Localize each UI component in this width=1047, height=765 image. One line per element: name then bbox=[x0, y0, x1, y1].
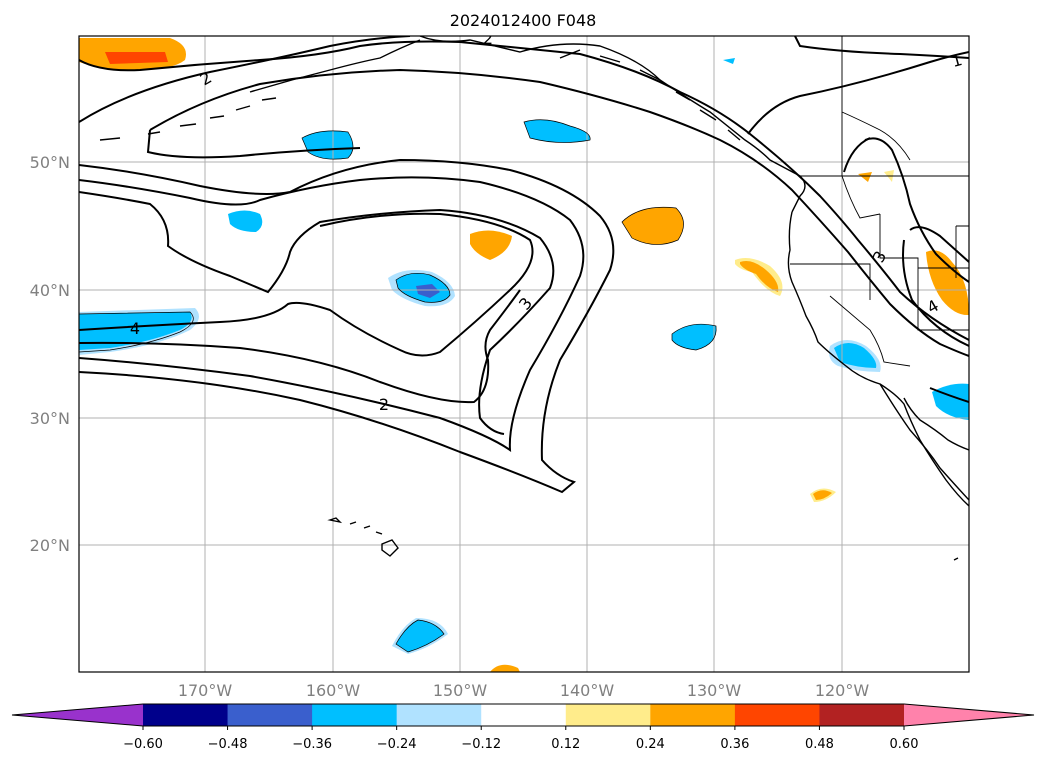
contour-label: 3 bbox=[515, 294, 536, 314]
negative-anomaly-core bbox=[79, 312, 192, 350]
negative-anomaly bbox=[524, 119, 591, 143]
negative-anomaly-strong bbox=[416, 284, 440, 298]
colorbar-tick-label: 0.12 bbox=[551, 737, 580, 752]
gridlines bbox=[79, 36, 969, 672]
coastlines bbox=[99, 36, 969, 561]
height-contours bbox=[79, 36, 969, 494]
contour-label: 2 bbox=[379, 395, 389, 414]
positive-anomaly bbox=[740, 261, 779, 292]
lon-label: 120°W bbox=[815, 681, 870, 700]
negative-anomaly bbox=[228, 210, 263, 232]
alaska-coast bbox=[419, 36, 806, 213]
colorbar-tick-label: −0.36 bbox=[292, 737, 332, 752]
lat-label: 50°N bbox=[30, 153, 70, 172]
colorbar-segment bbox=[734, 704, 820, 726]
colorbar-tick-label: 0.60 bbox=[890, 737, 919, 752]
colorbar-tick-label: −0.60 bbox=[123, 737, 163, 752]
lon-label: 160°W bbox=[306, 681, 361, 700]
colorbar-segment bbox=[565, 704, 651, 726]
anomaly-outlines bbox=[79, 119, 717, 653]
positive-anomaly-core bbox=[105, 52, 168, 64]
negative-anomaly bbox=[723, 58, 735, 64]
negative-anomaly bbox=[932, 383, 969, 420]
colorbar-segment bbox=[650, 704, 736, 726]
colorbar-tick-label: 0.48 bbox=[805, 737, 834, 752]
colorbar-segment bbox=[481, 704, 567, 726]
colorbar-segment bbox=[227, 704, 313, 726]
lon-label: 150°W bbox=[433, 681, 488, 700]
colorbar-tick-label: −0.24 bbox=[377, 737, 417, 752]
us-west-coast bbox=[787, 211, 969, 507]
positive-anomaly bbox=[470, 230, 512, 260]
political-borders bbox=[790, 36, 969, 367]
map-frame bbox=[78, 35, 970, 673]
hawaii bbox=[327, 517, 399, 557]
lon-label: 140°W bbox=[560, 681, 615, 700]
contour-label: 2 bbox=[483, 29, 493, 48]
latitude-labels: 50°N 40°N 30°N 20°N bbox=[30, 153, 70, 555]
lon-label: 130°W bbox=[687, 681, 742, 700]
positive-anomaly bbox=[622, 207, 684, 245]
figure-title: 2024012400 F048 bbox=[450, 11, 597, 30]
colorbar-segment bbox=[819, 704, 905, 726]
colorbar-tick-label: 0.36 bbox=[720, 737, 749, 752]
positive-anomaly bbox=[858, 172, 872, 182]
negative-anomaly bbox=[672, 324, 717, 350]
negative-anomaly bbox=[834, 343, 877, 368]
positive-anomaly bbox=[813, 490, 832, 500]
lon-label: 170°W bbox=[178, 681, 233, 700]
lat-label: 40°N bbox=[30, 281, 70, 300]
baja-coast bbox=[879, 383, 969, 501]
negative-anomaly bbox=[396, 620, 444, 652]
colorbar-segment bbox=[312, 704, 398, 726]
colorbar-tick-label: −0.48 bbox=[208, 737, 248, 752]
contour-label: 1 bbox=[949, 50, 964, 71]
lat-label: 30°N bbox=[30, 409, 70, 428]
lat-label: 20°N bbox=[30, 536, 70, 555]
anomaly-shading bbox=[79, 38, 969, 672]
colorbar-tick-label: 0.24 bbox=[636, 737, 665, 752]
map-area: 2 2 3 4 1 2 3 4 bbox=[79, 29, 969, 672]
colorbar-segment bbox=[396, 704, 482, 726]
colorbar: −0.60 −0.48 −0.36 −0.24 −0.12 0.12 0.24 0.36 0.4… bbox=[11, 703, 1035, 752]
positive-anomaly bbox=[490, 664, 520, 672]
negative-anomaly bbox=[302, 130, 353, 160]
colorbar-tick-label: −0.12 bbox=[461, 737, 501, 752]
contour-label: 4 bbox=[130, 319, 140, 338]
longitude-labels: 170°W 160°W 150°W 140°W 130°W 120°W bbox=[178, 681, 870, 700]
positive-anomaly bbox=[926, 250, 969, 316]
colorbar-extend-high bbox=[904, 704, 1034, 726]
colorbar-extend-low bbox=[12, 704, 143, 726]
colorbar-segment bbox=[143, 704, 229, 726]
